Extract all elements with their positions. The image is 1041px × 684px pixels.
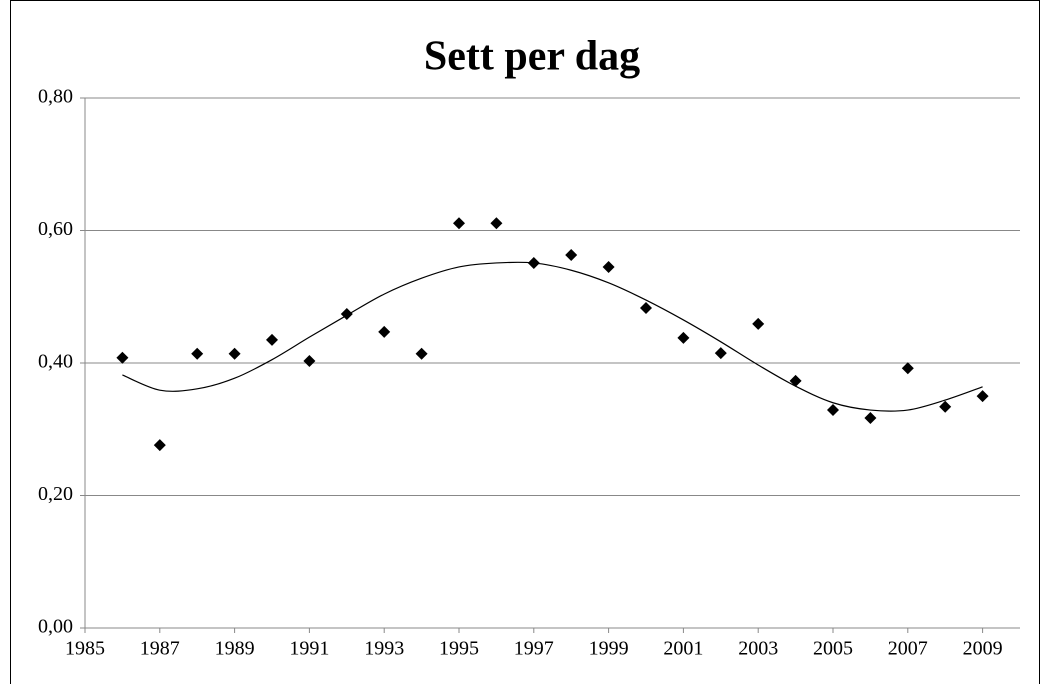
data-point xyxy=(901,362,914,375)
x-tick-label: 1997 xyxy=(514,638,554,660)
y-tick-label: 0,60 xyxy=(38,218,73,240)
data-point xyxy=(378,325,391,338)
y-tick-label: 0,80 xyxy=(38,86,73,108)
data-point xyxy=(752,317,765,330)
y-tick-label: 0,00 xyxy=(38,616,73,638)
data-point xyxy=(827,404,839,417)
x-tick-label: 1985 xyxy=(65,638,105,660)
x-tick-label: 1995 xyxy=(439,638,479,660)
data-point xyxy=(565,249,578,262)
x-tick-label: 1999 xyxy=(589,638,629,660)
data-point xyxy=(864,411,877,424)
data-point xyxy=(266,333,278,346)
data-point xyxy=(453,217,465,230)
y-tick-label: 0,20 xyxy=(38,483,73,505)
data-point xyxy=(789,374,802,387)
data-point xyxy=(228,347,241,360)
x-tick-label: 2003 xyxy=(738,638,778,660)
data-point xyxy=(640,302,652,315)
x-tick-label: 2001 xyxy=(663,638,703,660)
data-point xyxy=(153,439,166,452)
x-tick-label: 1989 xyxy=(215,638,255,660)
data-point xyxy=(116,351,129,364)
trendline xyxy=(122,261,983,412)
data-point xyxy=(714,347,727,360)
data-point xyxy=(191,347,204,360)
y-tick-label: 0,40 xyxy=(38,351,73,373)
data-point xyxy=(976,390,989,403)
data-point xyxy=(939,400,952,413)
chart-border xyxy=(10,0,1040,684)
data-point xyxy=(303,355,316,368)
x-tick-label: 2005 xyxy=(813,638,853,660)
data-point xyxy=(490,217,503,230)
data-point xyxy=(415,347,428,360)
x-tick-label: 2007 xyxy=(888,638,928,660)
data-point xyxy=(677,331,690,344)
x-tick-label: 2009 xyxy=(963,638,1003,660)
chart-title: Sett per dag xyxy=(424,34,640,80)
x-tick-label: 1987 xyxy=(140,638,180,660)
x-tick-label: 1993 xyxy=(364,638,404,660)
data-point xyxy=(602,260,615,273)
x-tick-label: 1991 xyxy=(289,638,329,660)
